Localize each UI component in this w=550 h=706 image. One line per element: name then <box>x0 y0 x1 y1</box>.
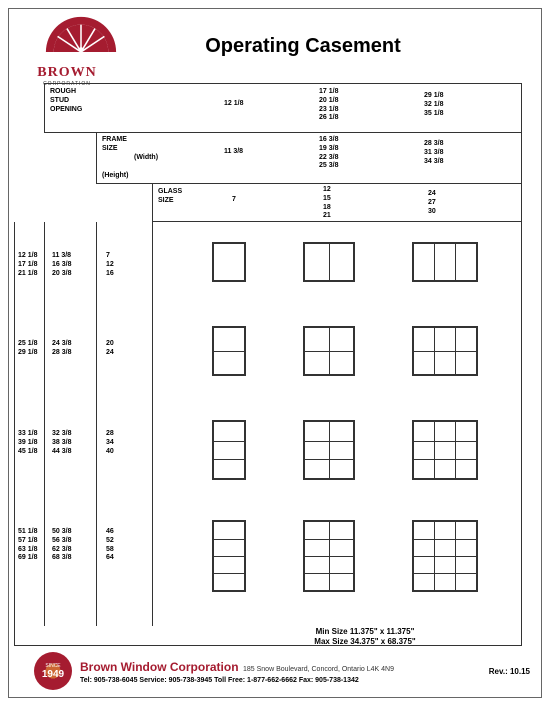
r4-rough: 51 1/8 57 1/8 63 1/8 69 1/8 <box>18 528 37 563</box>
window-diagram <box>212 242 246 282</box>
rough-col1: 12 1/8 <box>224 100 243 109</box>
r3-glass: 28 34 40 <box>106 430 114 456</box>
r2-frame: 24 3/8 28 3/8 <box>52 340 71 358</box>
window-row <box>184 326 506 376</box>
r3-rough: 33 1/8 39 1/8 45 1/8 <box>18 430 37 456</box>
window-diagram <box>212 326 246 376</box>
window-diagram <box>303 242 355 282</box>
window-diagram <box>412 242 478 282</box>
max-size: Max Size 34.375" x 68.375" <box>224 637 506 646</box>
window-row <box>184 420 506 480</box>
window-diagram <box>303 520 355 592</box>
window-diagram <box>412 326 478 376</box>
logo: BROWN CORPORATION <box>14 6 120 87</box>
company: Brown Window Corporation <box>80 660 239 674</box>
window-diagram <box>303 326 355 376</box>
frame-col2: 16 3/8 19 3/8 22 3/8 25 3/8 <box>319 136 338 171</box>
window-grid <box>184 242 506 620</box>
window-row <box>184 242 506 282</box>
footer: SINCE 1949 Brown Window Corporation 185 … <box>14 650 536 692</box>
divider <box>96 222 97 626</box>
window-diagram <box>412 420 478 480</box>
header: BROWN CORPORATION Operating Casement <box>14 14 536 78</box>
footer-text: Brown Window Corporation 185 Snow Boulev… <box>80 658 489 684</box>
frame-width-label: (Width) <box>134 154 158 163</box>
badge-year: 1949 <box>42 669 64 680</box>
r1-frame: 11 3/8 16 3/8 20 3/8 <box>52 252 71 278</box>
rough-box <box>44 83 522 133</box>
r2-rough: 25 1/8 29 1/8 <box>18 340 37 358</box>
r1-rough: 12 1/8 17 1/8 21 1/8 <box>18 252 37 278</box>
contacts: Tel: 905-738-6045 Service: 905-738-3945 … <box>80 677 489 684</box>
divider <box>44 222 45 626</box>
r2-glass: 20 24 <box>106 340 114 358</box>
r4-glass: 46 52 58 64 <box>106 528 114 563</box>
page-title: Operating Casement <box>120 35 486 58</box>
sizing-chart: ROUGH STUD OPENING FRAME SIZE (Width) (H… <box>14 78 536 646</box>
glass-col2: 12 15 18 21 <box>323 186 331 221</box>
window-diagram <box>412 520 478 592</box>
r4-frame: 50 3/8 56 3/8 62 3/8 68 3/8 <box>52 528 71 563</box>
rough-label: ROUGH STUD OPENING <box>50 88 82 114</box>
frame-box <box>96 132 522 184</box>
divider <box>152 222 153 626</box>
r1-glass: 7 12 16 <box>106 252 114 278</box>
window-diagram <box>212 420 246 480</box>
logo-arc-icon <box>42 6 120 62</box>
min-size: Min Size 11.375" x 11.375" <box>224 627 506 636</box>
rough-col3: 29 1/8 32 1/8 35 1/8 <box>424 92 443 118</box>
frame-label: FRAME SIZE <box>102 136 127 154</box>
window-row <box>184 520 506 592</box>
glass-col3: 24 27 30 <box>428 190 436 216</box>
frame-col1: 11 3/8 <box>224 148 243 157</box>
glass-col1: 7 <box>232 196 236 205</box>
since-badge-icon: SINCE 1949 <box>34 652 72 690</box>
address: 185 Snow Boulevard, Concord, Ontario L4K… <box>243 666 394 673</box>
revision: Rev.: 10.15 <box>489 667 530 676</box>
r3-frame: 32 3/8 38 3/8 44 3/8 <box>52 430 71 456</box>
frame-col3: 28 3/8 31 3/8 34 3/8 <box>424 140 443 166</box>
window-diagram <box>212 520 246 592</box>
rough-col2: 17 1/8 20 1/8 23 1/8 26 1/8 <box>319 88 338 123</box>
glass-label: GLASS SIZE <box>158 188 182 206</box>
glass-box <box>152 184 522 222</box>
window-diagram <box>303 420 355 480</box>
frame-height-label: (Height) <box>102 172 128 181</box>
